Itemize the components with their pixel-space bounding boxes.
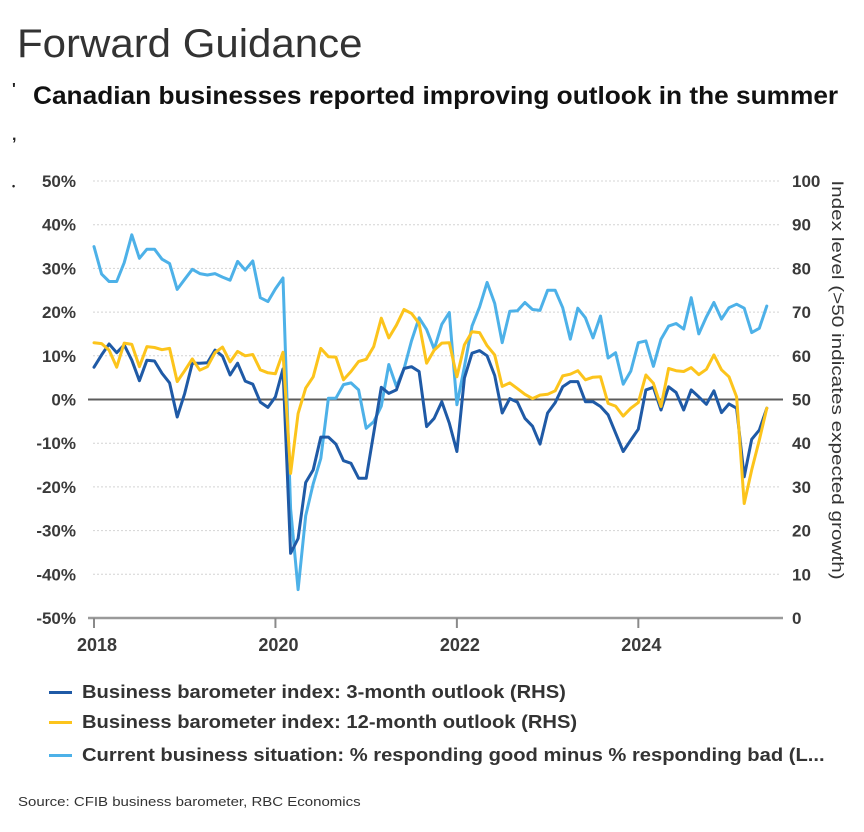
legend-label: Business barometer index: 3-month outloo… bbox=[82, 681, 566, 702]
bullet-mark: , bbox=[12, 127, 17, 144]
legend-item-3-month-outlook: Business barometer index: 3-month outloo… bbox=[49, 681, 566, 703]
legend-label: Current business situation: % responding… bbox=[82, 744, 825, 765]
y-left-tick-label: -50% bbox=[36, 609, 76, 628]
x-axis-ticks: 2018 2020 2022 2024 bbox=[77, 618, 661, 655]
series-line-12-month-outlook bbox=[92, 308, 769, 505]
page-title: Forward Guidance bbox=[17, 22, 363, 66]
y-right-tick-label: 30 bbox=[792, 478, 811, 497]
legend-item-12-month-outlook: Business barometer index: 12-month outlo… bbox=[49, 711, 577, 733]
right-axis-title: Index level (>50 indicates expected grow… bbox=[828, 180, 847, 579]
y-right-tick-label: 60 bbox=[792, 347, 811, 366]
y-right-tick-label: 100 bbox=[792, 172, 820, 191]
y-right-tick-label: 70 bbox=[792, 303, 811, 322]
gridlines bbox=[93, 180, 780, 575]
x-tick-label: 2022 bbox=[440, 635, 480, 655]
y-left-tick-label: -30% bbox=[36, 522, 76, 541]
y-left-tick-label: 40% bbox=[42, 216, 76, 235]
y-right-tick-label: 10 bbox=[792, 565, 811, 584]
chart-subtitle: Canadian businesses reported improving o… bbox=[33, 82, 839, 110]
y-left-tick-label: 0% bbox=[51, 391, 76, 410]
y-left-tick-label: -40% bbox=[36, 565, 76, 584]
y-left-tick-label: -20% bbox=[36, 478, 76, 497]
legend-swatch-dark-blue bbox=[49, 690, 72, 694]
bullet-mark: ' bbox=[12, 81, 16, 98]
y-left-tick-label: 30% bbox=[42, 259, 76, 278]
left-y-axis: 50% 40% 30% 20% 10% 0% -10% -20% -30% -40% -50% bbox=[36, 172, 76, 628]
series-line-current-situation bbox=[92, 233, 769, 592]
legend-swatch-light-blue bbox=[49, 753, 72, 757]
y-left-tick-label: 10% bbox=[42, 347, 76, 366]
x-tick-label: 2020 bbox=[258, 635, 298, 655]
x-tick-label: 2024 bbox=[621, 635, 661, 655]
legend-label: Business barometer index: 12-month outlo… bbox=[82, 711, 578, 732]
legend-item-current-situation: Current business situation: % responding… bbox=[49, 744, 825, 766]
y-right-tick-label: 40 bbox=[792, 434, 811, 453]
y-left-tick-label: 50% bbox=[42, 172, 76, 191]
x-tick-label: 2018 bbox=[77, 635, 117, 655]
series-lines bbox=[92, 233, 769, 592]
y-right-tick-label: 50 bbox=[792, 391, 811, 410]
y-right-tick-label: 20 bbox=[792, 522, 811, 541]
y-right-tick-label: 80 bbox=[792, 259, 811, 278]
legend-swatch-yellow bbox=[49, 720, 72, 724]
source-note: Source: CFIB business barometer, RBC Eco… bbox=[18, 795, 361, 809]
y-right-tick-label: 90 bbox=[792, 216, 811, 235]
bullet-mark: • bbox=[12, 181, 16, 191]
y-left-tick-label: 20% bbox=[42, 303, 76, 322]
y-left-tick-label: -10% bbox=[36, 434, 76, 453]
y-right-tick-label: 0 bbox=[792, 609, 801, 628]
